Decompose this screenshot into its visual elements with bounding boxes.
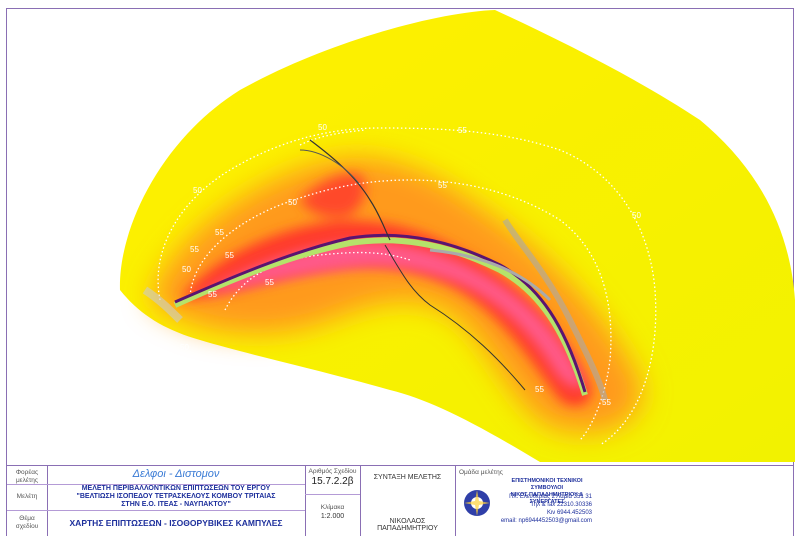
contour-label: 50 <box>288 198 297 207</box>
office-contact: Πλ. Ελευθερίας 2 Λαμία 351 31 Τηλ & fax … <box>497 493 592 525</box>
contour-label: 50 <box>180 343 189 352</box>
contour-label: 50 <box>318 123 327 132</box>
contour-label: 55 <box>265 278 274 287</box>
contour-label: 55 <box>190 245 199 254</box>
contour-label: 55 <box>225 251 234 260</box>
contour-label: 55 <box>208 290 217 299</box>
contour-lines <box>157 127 657 446</box>
meleti-line: ΣΤΗΝ Ε.Ο. ΙΤΕΑΣ - ΝΑΥΠΑΚΤΟΥ" <box>121 501 231 508</box>
drawing-no: 15.7.2.2β <box>311 476 354 487</box>
contact-line: Πλ. Ελευθερίας 2 Λαμία 351 31 <box>509 494 592 500</box>
meleti-title: ΜΕΛΕΤΗ ΠΕΡΙΒΑΛΛΟΝΤΙΚΩΝ ΕΠΙΠΤΩΣΕΩΝ ΤΟΥ ΕΡ… <box>47 485 305 509</box>
office-logo-icon <box>464 490 490 516</box>
contour-label: 55 <box>438 181 447 190</box>
meleti-label: Μελέτη <box>16 493 38 500</box>
contour-label: 55 <box>602 398 611 407</box>
scale-value: 1:2.000 <box>320 513 345 520</box>
contour-label: 50 <box>193 186 202 195</box>
composer-name: ΝΙΚΟΛΑΟΣ ΠΑΠΑΔΗΜΗΤΡΙΟΥ <box>377 518 438 532</box>
scale-label: Κλίμακα <box>320 504 345 511</box>
contour-label: 55 <box>458 126 467 135</box>
noise-zone-pink <box>200 241 585 388</box>
composition-label: ΣΥΝΤΑΞΗ ΜΕΛΕΤΗΣ <box>373 474 442 481</box>
contact-line: email: np6944452503@gmail.com <box>500 518 592 524</box>
contact-line: Κιν 6944.452503 <box>546 510 592 516</box>
meleti-line: "ΒΕΛΤΙΩΣΗ ΙΣΟΠΕΔΟΥ ΤΕΤΡΑΣΚΕΛΟΥΣ ΚΟΜΒΟΥ Τ… <box>76 493 276 500</box>
team-label: Ομάδα μελέτης <box>459 469 503 476</box>
office-line: ΕΠΙΣΤΗΜΟΝΙΚΟΙ ΤΕΧΝΙΚΟΙ ΣΥΜΒΟΥΛΟΙ <box>511 478 583 491</box>
foreas-label: Φορέας μελέτης <box>15 469 39 484</box>
contour-label: 55 <box>215 228 224 237</box>
contour-label: 50 <box>182 265 191 274</box>
noise-map: 50 55 50 55 50 55 50 55 55 55 50 55 55 50 55 <box>119 10 795 462</box>
contact-line: Τηλ & fax 22310.30336 <box>530 502 592 508</box>
contour-label: 50 <box>632 211 641 220</box>
contour-label: 55 <box>535 385 544 394</box>
drawing-no-label: Αριθμός Σχεδίου <box>308 468 357 475</box>
thema-text: ΧΑΡΤΗΣ ΕΠΙΠΤΩΣΕΩΝ - ΙΣΟΘΟΡΥΒΙΚΕΣ ΚΑΜΠΥΛΕ… <box>69 518 283 528</box>
foreas-logo: Δελφοι - Διστομον <box>132 468 220 480</box>
noise-zone-orange <box>150 157 642 433</box>
office-name: ΕΠΙΣΤΗΜΟΝΙΚΟΙ ΤΕΧΝΙΚΟΙ ΣΥΜΒΟΥΛΟΙ ΝΙΚΟΣ Π… <box>497 478 597 506</box>
contour-labels: 50 55 50 55 50 55 50 55 55 55 50 55 55 50 55 <box>180 123 641 407</box>
meleti-line: ΜΕΛΕΤΗ ΠΕΡΙΒΑΛΛΟΝΤΙΚΩΝ ΕΠΙΠΤΩΣΕΩΝ ΤΟΥ ΕΡ… <box>81 485 271 492</box>
office-line: ΝΙΚΟΣ ΠΑΠΑΔΗΜΗΤΡΙΟΥ & ΣΥΝΕΡΓΑΤΕΣ <box>510 492 584 505</box>
title-block: Φορέας μελέτης Μελέτη Θέμα σχεδίου Δελφο… <box>7 465 793 536</box>
thema-label: Θέμα σχεδίου <box>15 515 39 530</box>
road-alignment <box>142 139 608 401</box>
